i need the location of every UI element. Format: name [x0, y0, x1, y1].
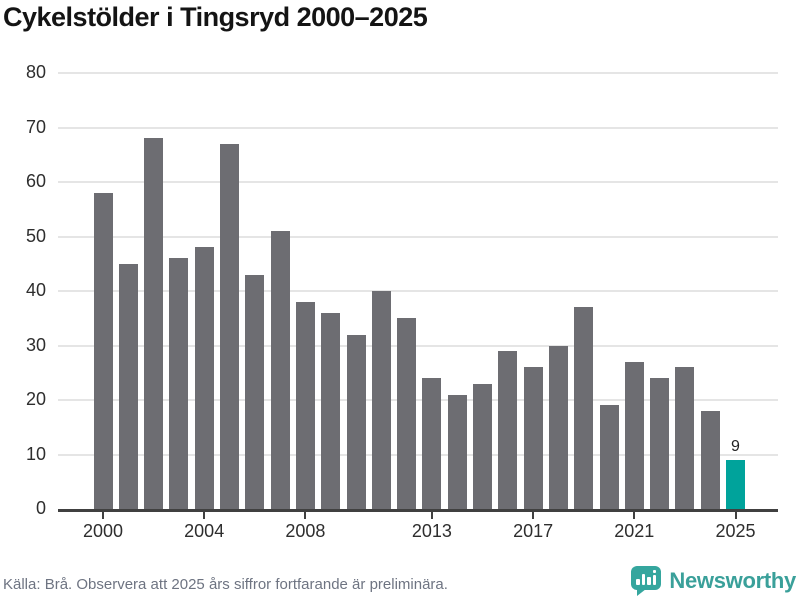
- newsworthy-logo-icon: [631, 566, 662, 596]
- x-tick-2017: [532, 512, 535, 519]
- bar-2009: [321, 312, 341, 509]
- gridline-60: [58, 181, 778, 183]
- source-note: Källa: Brå. Observera att 2025 års siffr…: [3, 576, 448, 593]
- x-tick-2000: [102, 512, 104, 519]
- gridline-40: [58, 290, 778, 292]
- logo-exclamation-bar: [652, 575, 657, 585]
- y-tick-label-30: 30: [25, 334, 46, 355]
- x-tick-label-2017: 2017: [513, 521, 554, 541]
- logo-bar-3: [647, 577, 651, 585]
- x-tick-label-2008: 2008: [285, 521, 326, 541]
- logo-bar-2: [641, 574, 646, 585]
- x-tick-2004: [203, 512, 206, 519]
- chart-title: Cykelstölder i Tingsryd 2000–2025: [3, 2, 428, 32]
- y-tick-label-70: 70: [25, 116, 46, 137]
- bar-2015: [473, 383, 492, 509]
- x-tick-2013: [430, 512, 433, 519]
- gridline-70: [58, 126, 778, 129]
- y-tick-label-10: 10: [25, 443, 46, 464]
- bar-2022: [650, 378, 670, 509]
- bar-2025: [726, 459, 745, 509]
- bar-2011: [371, 291, 391, 509]
- x-tick-2021: [633, 512, 636, 519]
- x-tick-2008: [304, 512, 307, 519]
- logo-bar-1: [636, 579, 640, 585]
- bar-value-label-2025: 9: [731, 437, 740, 455]
- bar-2024: [700, 410, 720, 509]
- x-tick-2025: [734, 512, 737, 519]
- x-tick-label-2000: 2000: [82, 521, 124, 541]
- newsworthy-brand: Newsworthy: [631, 566, 796, 596]
- bar-2012: [397, 318, 417, 509]
- chart-footer: Källa: Brå. Observera att 2025 års siffr…: [0, 563, 800, 600]
- y-tick-label-80: 80: [25, 62, 46, 82]
- gridline-30: [58, 344, 778, 347]
- y-tick-label-60: 60: [25, 171, 46, 191]
- bar-2017: [523, 367, 543, 509]
- bar-2013: [422, 378, 442, 509]
- x-axis-line: [58, 509, 778, 512]
- y-tick-label-20: 20: [25, 389, 46, 409]
- bar-2018: [548, 345, 568, 509]
- bar-2010: [346, 334, 366, 509]
- gridline-50: [58, 235, 778, 238]
- bar-2008: [295, 301, 315, 509]
- bar-2006: [245, 274, 265, 509]
- x-tick-label-2025: 2025: [715, 521, 756, 541]
- bar-2007: [270, 231, 290, 509]
- bar-2001: [118, 263, 138, 509]
- gridline-10: [58, 453, 778, 456]
- bar-2023: [675, 367, 695, 509]
- bar-2003: [169, 258, 189, 509]
- y-tick-label-50: 50: [25, 225, 46, 246]
- x-tick-label-2013: 2013: [411, 521, 452, 541]
- newsworthy-logo-text: Newsworthy: [669, 568, 796, 593]
- bar-2002: [144, 138, 164, 509]
- gridline-80: [58, 72, 778, 74]
- bar-2019: [574, 307, 594, 509]
- logo-speech-bubble: [631, 566, 662, 590]
- bar-2005: [220, 143, 239, 509]
- plot-area: 2000 2004 2008 2013 2017 2021 2025 9: [58, 72, 778, 541]
- y-tick-label-0: 0: [35, 498, 46, 518]
- bar-2014: [447, 394, 467, 509]
- bar-2016: [498, 350, 518, 509]
- gridline-20: [58, 399, 778, 401]
- y-tick-label-40: 40: [25, 280, 46, 300]
- bar-2000: [93, 192, 113, 509]
- x-tick-label-2021: 2021: [614, 521, 655, 541]
- logo-bubble-tail: [637, 589, 647, 596]
- logo-exclamation-dot: [652, 569, 657, 573]
- bar-2004: [194, 247, 214, 509]
- x-tick-label-2004: 2004: [184, 521, 225, 541]
- bar-2021: [624, 361, 644, 509]
- bar-2020: [599, 405, 619, 509]
